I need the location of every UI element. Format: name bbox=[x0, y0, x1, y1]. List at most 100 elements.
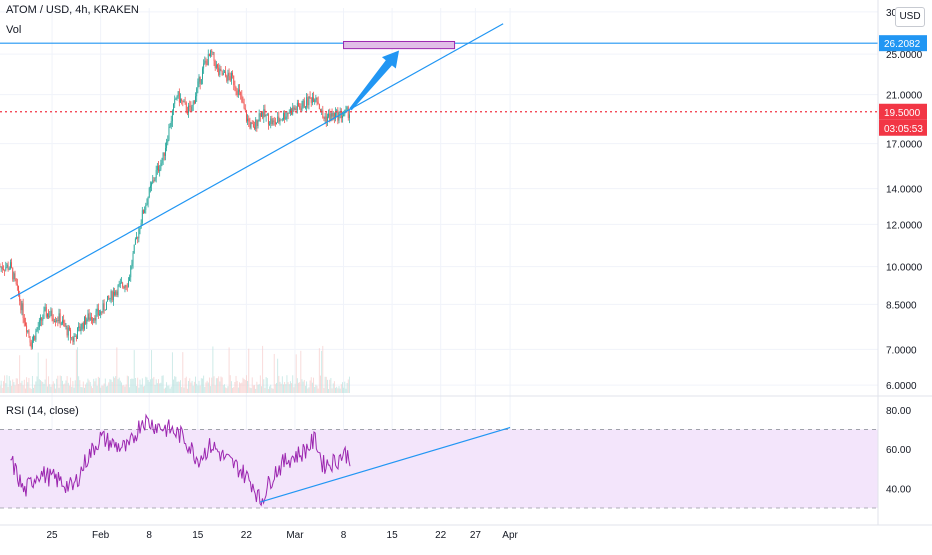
volume-bar bbox=[2, 388, 3, 393]
volume-bar bbox=[229, 347, 230, 393]
candle-body bbox=[104, 303, 105, 310]
volume-bar bbox=[211, 378, 212, 393]
candle-body bbox=[26, 325, 27, 331]
volume-bar bbox=[193, 386, 194, 393]
candle-body bbox=[296, 108, 297, 110]
volume-bar bbox=[308, 387, 309, 393]
volume-bar bbox=[52, 384, 53, 393]
volume-bar bbox=[159, 383, 160, 393]
candle-body bbox=[261, 112, 262, 117]
candle-body bbox=[79, 327, 80, 331]
volume-bar bbox=[151, 350, 152, 393]
candle-body bbox=[178, 91, 179, 96]
volume-bar bbox=[120, 381, 121, 393]
candle-body bbox=[180, 99, 181, 103]
volume-bar bbox=[261, 386, 262, 393]
candle-body bbox=[293, 107, 294, 109]
volume-bar bbox=[98, 377, 99, 393]
time-tick-label: 25 bbox=[46, 530, 58, 541]
volume-bar bbox=[67, 376, 68, 393]
volume-label: Vol bbox=[6, 24, 21, 36]
volume-bar bbox=[293, 387, 294, 393]
price-tick-label: 12.0000 bbox=[886, 220, 923, 231]
candle-body bbox=[71, 337, 72, 338]
candle-body bbox=[283, 113, 284, 119]
volume-bar bbox=[218, 376, 219, 393]
candle-body bbox=[57, 320, 58, 321]
countdown-label: 03:05:53 bbox=[884, 124, 923, 135]
candle-body bbox=[158, 166, 159, 171]
candle-body bbox=[65, 326, 66, 327]
candle-body bbox=[86, 319, 87, 324]
currency-badge[interactable]: USD bbox=[895, 7, 925, 27]
candle-body bbox=[92, 320, 93, 321]
volume-bar bbox=[136, 386, 137, 393]
volume-bar bbox=[84, 388, 85, 393]
price-tick-label: 25.0000 bbox=[886, 50, 923, 61]
candle-body bbox=[202, 69, 203, 80]
volume-bar bbox=[56, 379, 57, 393]
volume-bar bbox=[259, 384, 260, 393]
volume-bar bbox=[192, 381, 193, 393]
volume-bar bbox=[324, 388, 325, 393]
volume-bar bbox=[216, 378, 217, 393]
volume-bar bbox=[17, 379, 18, 393]
candle-body bbox=[215, 61, 216, 68]
candle-body bbox=[194, 101, 195, 103]
volume-bar bbox=[270, 385, 271, 393]
volume-bar bbox=[215, 385, 216, 393]
candle-body bbox=[40, 318, 41, 321]
candle-body bbox=[318, 102, 319, 104]
volume-bar bbox=[149, 382, 150, 393]
candle-body bbox=[37, 329, 38, 331]
volume-bar bbox=[200, 386, 201, 393]
candle-body bbox=[209, 54, 210, 56]
candle-body bbox=[112, 291, 113, 300]
candle-body bbox=[8, 265, 9, 270]
candle-body bbox=[237, 91, 238, 95]
volume-bar bbox=[158, 379, 159, 393]
volume-bar bbox=[97, 386, 98, 393]
candle-body bbox=[278, 117, 279, 122]
candle-body bbox=[216, 65, 217, 68]
rsi-tick-label: 60.00 bbox=[886, 445, 911, 456]
candle-body bbox=[299, 106, 300, 108]
candle-body bbox=[44, 311, 45, 319]
candle-body bbox=[41, 318, 42, 321]
candle-body bbox=[160, 163, 161, 169]
candle-body bbox=[175, 99, 176, 100]
volume-bar bbox=[291, 383, 292, 393]
volume-bar bbox=[96, 378, 97, 393]
candle-body bbox=[224, 72, 225, 73]
volume-bar bbox=[274, 354, 275, 393]
volume-bar bbox=[140, 380, 141, 393]
candle-body bbox=[273, 121, 274, 125]
candle-body bbox=[23, 303, 24, 318]
candle-body bbox=[326, 116, 327, 121]
candle-body bbox=[114, 292, 115, 295]
candle-body bbox=[181, 99, 182, 101]
candle-body bbox=[328, 114, 329, 117]
candle-body bbox=[18, 286, 19, 295]
volume-bar bbox=[31, 389, 32, 393]
candle-body bbox=[266, 115, 267, 116]
candle-body bbox=[55, 321, 56, 322]
volume-bar bbox=[237, 381, 238, 393]
candle-body bbox=[275, 122, 276, 125]
volume-bar bbox=[45, 380, 46, 393]
volume-bar bbox=[144, 386, 145, 393]
volume-bar bbox=[93, 379, 94, 393]
volume-bar bbox=[241, 383, 242, 393]
volume-bar bbox=[271, 388, 272, 393]
volume-bar bbox=[227, 386, 228, 393]
volume-bar bbox=[135, 378, 136, 393]
candle-body bbox=[118, 286, 119, 296]
volume-bar bbox=[41, 381, 42, 393]
volume-bar bbox=[214, 376, 215, 393]
candle-body bbox=[217, 65, 218, 68]
volume-bar bbox=[129, 387, 130, 393]
volume-bar bbox=[49, 384, 50, 393]
candle-body bbox=[210, 51, 211, 56]
candle-body bbox=[140, 228, 141, 229]
